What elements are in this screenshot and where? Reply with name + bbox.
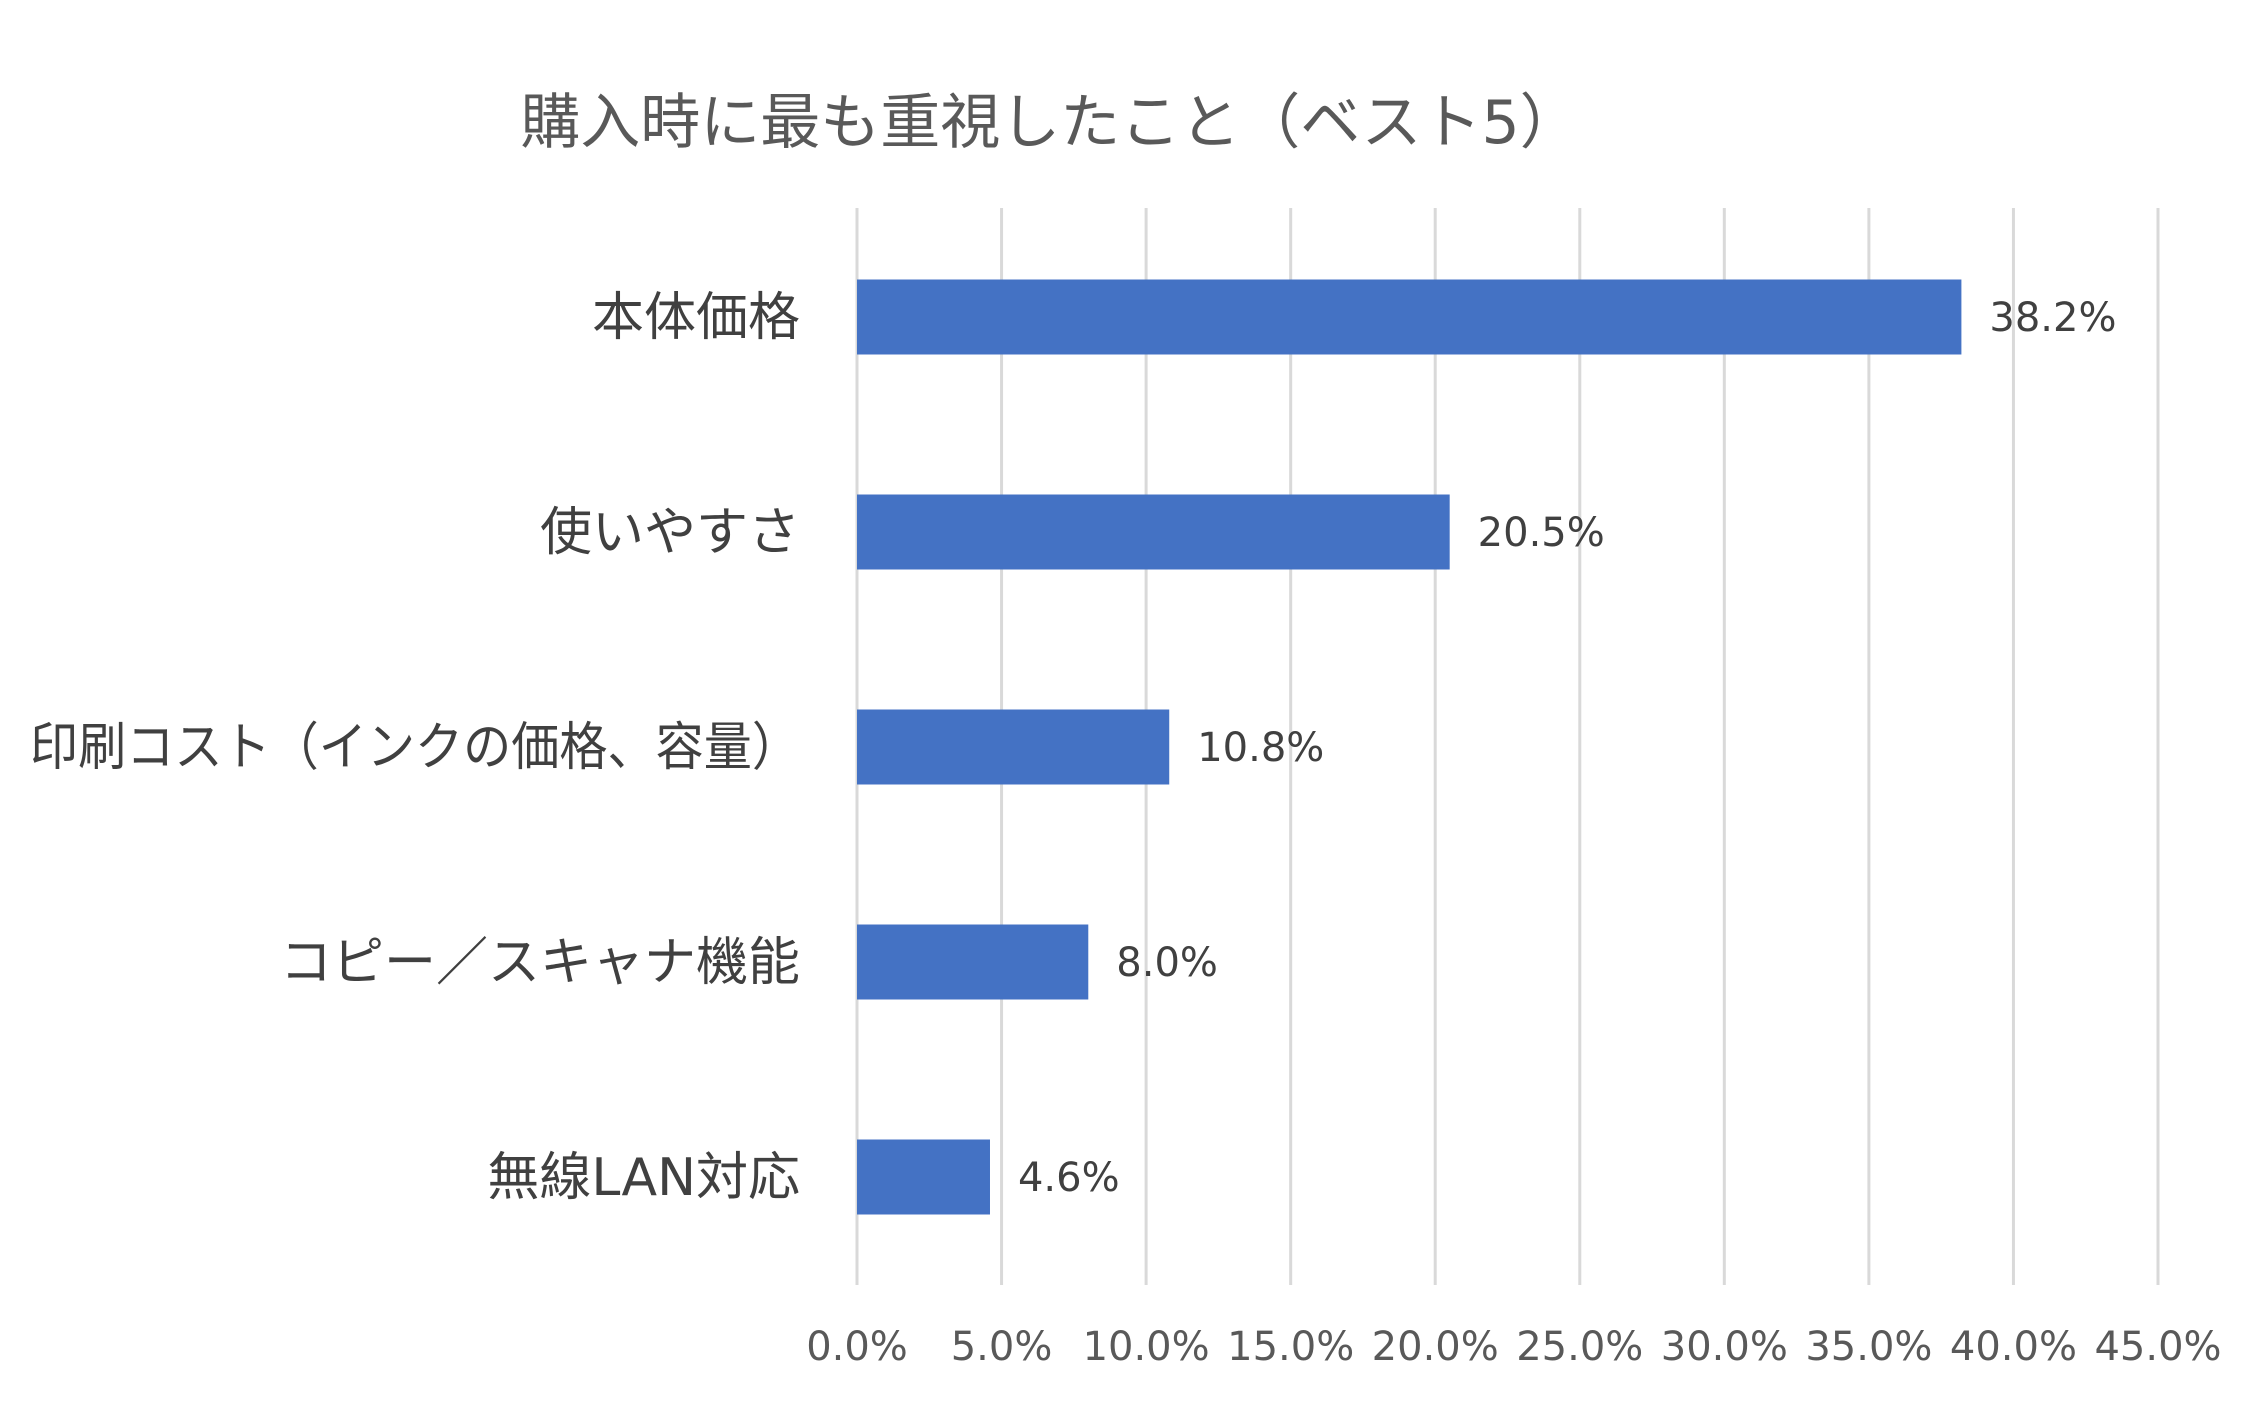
data-label-0: 38.2% (1989, 295, 2116, 341)
category-label-4: 無線LAN対応 (487, 1148, 800, 1208)
category-label-2: 印刷コスト（インクの価格、容量） (30, 718, 800, 778)
data-labels: 38.2% 20.5% 10.8% 8.0% 4.6% (1018, 295, 2116, 1201)
data-label-3: 8.0% (1116, 940, 1218, 986)
x-tick-label-6: 30.0% (1661, 1324, 1788, 1370)
bar-4 (857, 1139, 990, 1215)
x-tick-label-8: 40.0% (1950, 1324, 2077, 1370)
category-label-3: コピー／スキャナ機能 (280, 933, 800, 993)
x-tick-label-5: 25.0% (1516, 1324, 1643, 1370)
x-tick-label-7: 35.0% (1805, 1324, 1932, 1370)
bar-2 (857, 709, 1170, 785)
bars (857, 279, 1962, 1215)
x-axis-tick-labels: 0.0% 5.0% 10.0% 15.0% 20.0% 25.0% 30.0% 35.0% 40… (806, 1324, 2221, 1370)
gridlines (855, 208, 2160, 1285)
x-tick-label-0: 0.0% (806, 1324, 908, 1370)
x-tick-label-2: 10.0% (1083, 1324, 1210, 1370)
x-tick-label-3: 15.0% (1227, 1324, 1354, 1370)
data-label-4: 4.6% (1018, 1155, 1120, 1201)
x-tick-label-9: 45.0% (2094, 1324, 2221, 1370)
chart-title: 購入時に最も重視したこと（ベスト5） (520, 88, 1579, 158)
bar-3 (857, 924, 1089, 1000)
bar-0 (857, 279, 1962, 355)
bar-1 (857, 494, 1450, 570)
data-label-1: 20.5% (1478, 510, 1605, 556)
data-label-2: 10.8% (1197, 725, 1324, 771)
category-label-0: 本体価格 (592, 288, 800, 348)
x-tick-label-4: 20.0% (1372, 1324, 1499, 1370)
x-tick-label-1: 5.0% (951, 1324, 1053, 1370)
category-label-1: 使いやすさ (540, 503, 800, 563)
